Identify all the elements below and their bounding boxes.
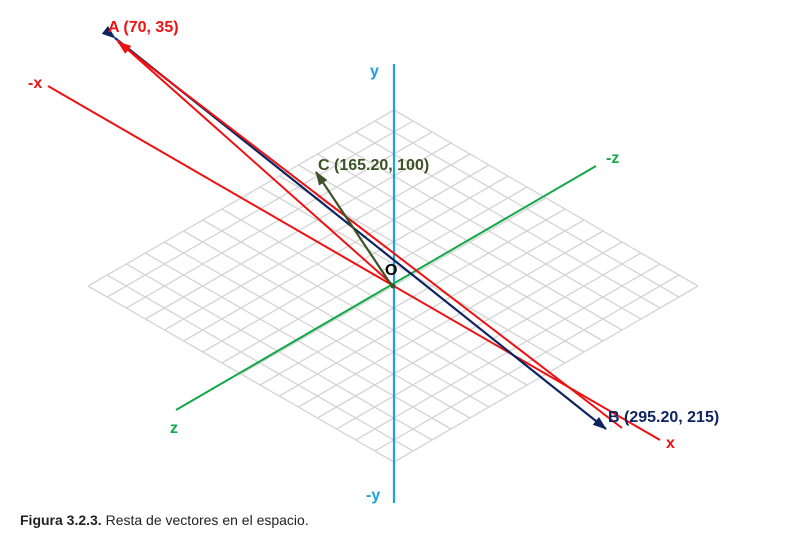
vector-B-to-A-red bbox=[117, 41, 623, 429]
label-pos-x-axis: x bbox=[666, 435, 675, 452]
figure-caption-text: Resta de vectores en el espacio. bbox=[101, 512, 309, 528]
label-neg-x-axis: -x bbox=[28, 75, 42, 92]
label-pos-z-axis: z bbox=[170, 420, 178, 437]
figure-caption: Figura 3.2.3. Resta de vectores en el es… bbox=[20, 512, 309, 528]
label-point-A: A (70, 35) bbox=[108, 19, 179, 36]
vector-origin-to-A bbox=[116, 39, 395, 287]
label-neg-y-axis: -y bbox=[366, 487, 380, 504]
origin-point bbox=[390, 283, 396, 289]
figure-number: Figura 3.2.3. bbox=[20, 512, 102, 528]
label-point-B: B (295.20, 215) bbox=[608, 409, 719, 426]
vector-origin-to-C bbox=[315, 171, 393, 287]
label-origin: O bbox=[385, 262, 397, 279]
label-pos-y-axis: y bbox=[370, 63, 379, 80]
label-point-C: C (165.20, 100) bbox=[318, 157, 429, 174]
label-neg-z-axis: -z bbox=[606, 150, 619, 167]
